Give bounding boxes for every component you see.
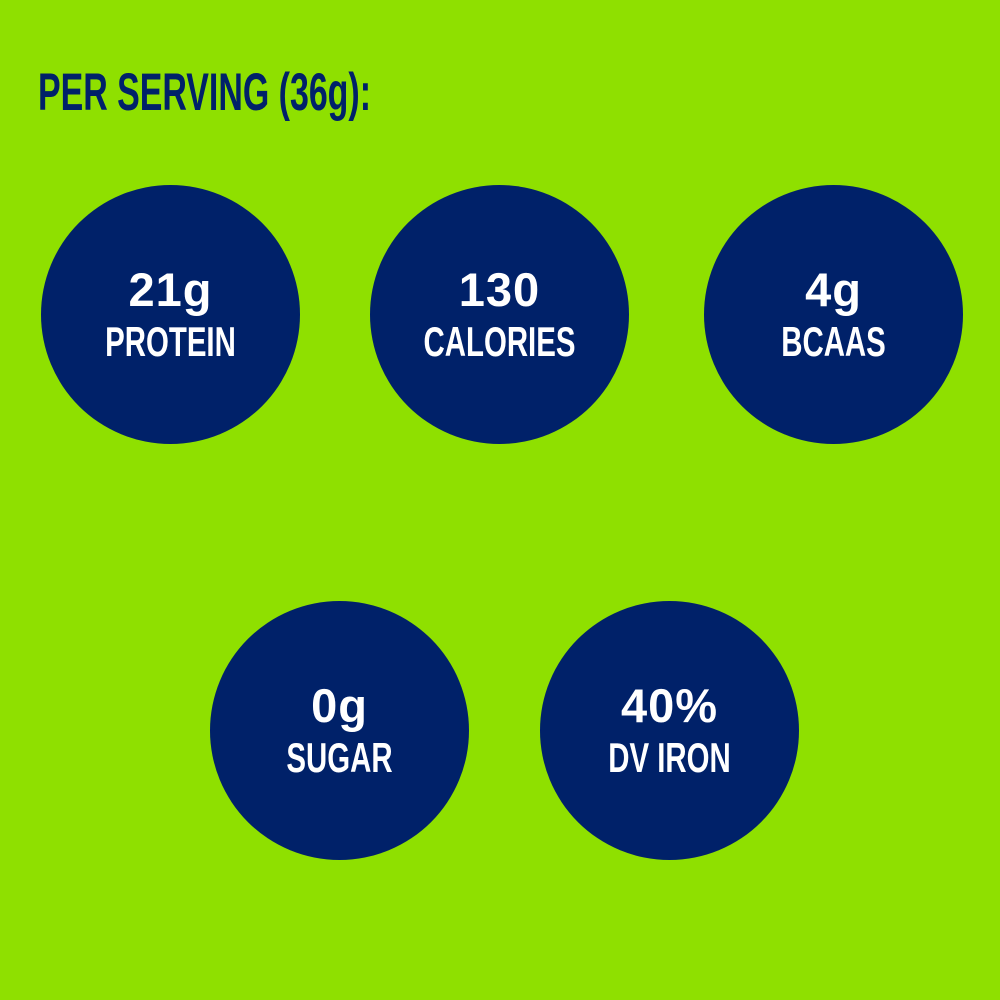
stat-calories: 130 CALORIES — [370, 185, 629, 444]
stat-label: BCAAS — [781, 318, 886, 365]
stat-label: DV IRON — [608, 734, 731, 781]
stat-label: PROTEIN — [105, 318, 236, 365]
serving-title: PER SERVING (36g): — [38, 63, 371, 122]
stat-value: 130 — [458, 263, 541, 316]
stat-label: SUGAR — [286, 734, 393, 781]
stat-iron: 40% DV IRON — [540, 601, 799, 860]
stat-value: 40% — [620, 679, 719, 732]
stat-bcaas: 4g BCAAS — [704, 185, 963, 444]
stat-value: 4g — [805, 263, 862, 316]
stat-value: 0g — [311, 679, 368, 732]
stat-sugar: 0g SUGAR — [210, 601, 469, 860]
stat-protein: 21g PROTEIN — [41, 185, 300, 444]
stat-label: CALORIES — [423, 318, 576, 365]
stat-value: 21g — [128, 263, 213, 316]
